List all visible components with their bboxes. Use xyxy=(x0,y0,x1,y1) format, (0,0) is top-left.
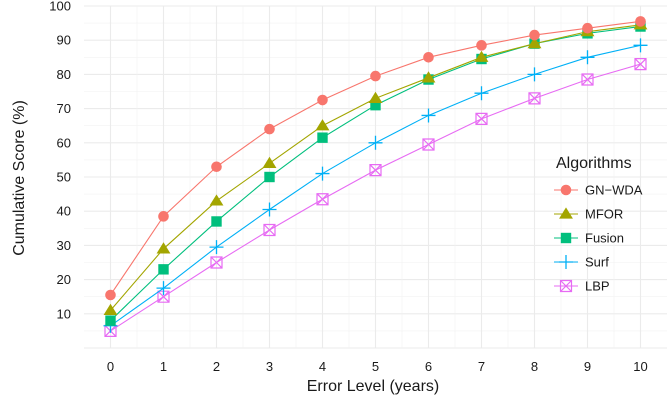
data-point-gn-wda xyxy=(635,16,646,27)
grid xyxy=(84,5,667,349)
legend-item-lbp: LBP xyxy=(554,279,610,294)
x-tick-label: 2 xyxy=(213,359,220,374)
data-point-gn-wda xyxy=(582,22,593,34)
legend-item-gn-wda: GN−WDA xyxy=(554,183,643,198)
legend-key-marker xyxy=(560,232,572,244)
x-axis-title: Error Level (years) xyxy=(307,378,439,395)
series-surf xyxy=(103,38,648,333)
x-tick-label: 8 xyxy=(531,359,538,374)
data-point-surf xyxy=(156,281,171,296)
data-point-surf xyxy=(315,166,330,181)
x-tick-label: 6 xyxy=(425,359,432,374)
y-tick-label: 50 xyxy=(57,170,71,185)
x-tick-label: 7 xyxy=(478,359,485,374)
series-layer xyxy=(103,16,648,337)
legend-label: Fusion xyxy=(585,231,624,246)
data-point-gn-wda xyxy=(370,70,381,82)
y-axis-title: Cumulative Score (%) xyxy=(11,100,28,256)
data-point-lbp xyxy=(157,290,170,303)
legend-key-marker xyxy=(559,279,573,293)
data-point-surf xyxy=(474,86,489,101)
x-tick-label: 4 xyxy=(319,359,326,374)
data-point-gn-wda xyxy=(476,40,487,51)
data-point-fusion xyxy=(264,171,275,183)
x-tick-label: 1 xyxy=(160,359,167,374)
data-point-fusion xyxy=(105,315,116,326)
legend-item-mfor: MFOR xyxy=(554,207,623,222)
x-tick-label: 3 xyxy=(266,359,273,374)
data-point-lbp xyxy=(581,73,594,86)
data-point-gn-wda xyxy=(423,52,434,63)
data-point-mfor xyxy=(527,37,542,49)
data-point-gn-wda xyxy=(317,94,328,106)
data-point-lbp xyxy=(316,193,329,206)
legend-item-fusion: Fusion xyxy=(554,231,624,246)
x-axis-ticks: 0 1 2 3 4 5 6 7 8 9 10 xyxy=(107,359,648,374)
data-point-mfor xyxy=(474,50,489,62)
legend-key-marker xyxy=(560,184,572,196)
data-point-fusion xyxy=(370,99,381,111)
legend-title: Algorithms xyxy=(556,155,632,172)
legend: Algorithms GN−WDA MFOR Fusion Surf LBP xyxy=(554,155,643,294)
series-gn-wda xyxy=(105,16,646,301)
data-point-lbp xyxy=(210,256,223,269)
data-point-lbp xyxy=(263,223,276,237)
series-lbp xyxy=(104,58,647,337)
data-point-lbp xyxy=(422,138,435,151)
y-tick-label: 100 xyxy=(49,0,71,14)
data-point-mfor xyxy=(262,156,277,168)
y-tick-label: 60 xyxy=(57,135,71,150)
x-tick-label: 0 xyxy=(107,359,114,374)
data-point-mfor xyxy=(156,242,171,254)
data-point-surf xyxy=(262,202,277,217)
data-point-fusion xyxy=(317,132,328,143)
legend-key-marker xyxy=(559,207,573,219)
data-point-lbp xyxy=(475,112,488,125)
x-tick-label: 10 xyxy=(633,359,647,374)
x-tick-label: 5 xyxy=(372,359,379,374)
data-point-surf xyxy=(421,108,436,123)
series-mfor xyxy=(103,18,648,315)
legend-label: GN−WDA xyxy=(585,183,643,198)
data-point-gn-wda xyxy=(529,29,540,41)
data-point-lbp xyxy=(369,164,382,177)
data-point-gn-wda xyxy=(264,123,275,135)
data-point-gn-wda xyxy=(105,289,116,301)
data-point-fusion xyxy=(158,264,169,275)
data-point-gn-wda xyxy=(211,161,222,173)
data-point-mfor xyxy=(315,119,330,131)
y-tick-label: 30 xyxy=(57,238,71,253)
y-axis-ticks: 10 20 30 40 50 60 70 80 90 100 xyxy=(49,0,71,321)
legend-label: LBP xyxy=(585,279,610,294)
data-point-mfor xyxy=(103,303,118,315)
data-point-gn-wda xyxy=(158,211,169,222)
data-point-surf xyxy=(633,38,648,53)
data-point-mfor xyxy=(421,71,436,83)
data-point-lbp xyxy=(634,58,647,71)
y-tick-label: 70 xyxy=(57,101,71,116)
legend-label: Surf xyxy=(585,255,609,270)
data-point-mfor xyxy=(209,194,224,206)
y-tick-label: 10 xyxy=(57,306,71,321)
y-tick-label: 90 xyxy=(57,33,71,48)
data-point-mfor xyxy=(368,91,383,103)
legend-label: MFOR xyxy=(585,207,623,222)
legend-item-surf: Surf xyxy=(554,255,609,270)
data-point-lbp xyxy=(528,92,541,105)
y-tick-label: 80 xyxy=(57,67,71,82)
y-tick-label: 40 xyxy=(57,204,71,219)
data-point-fusion xyxy=(211,216,222,227)
data-point-surf xyxy=(527,67,542,82)
data-point-surf xyxy=(368,135,383,150)
x-tick-label: 9 xyxy=(584,359,591,374)
legend-key-marker xyxy=(559,255,573,269)
y-tick-label: 20 xyxy=(57,272,71,287)
data-point-surf xyxy=(209,240,224,255)
data-point-surf xyxy=(580,50,595,65)
